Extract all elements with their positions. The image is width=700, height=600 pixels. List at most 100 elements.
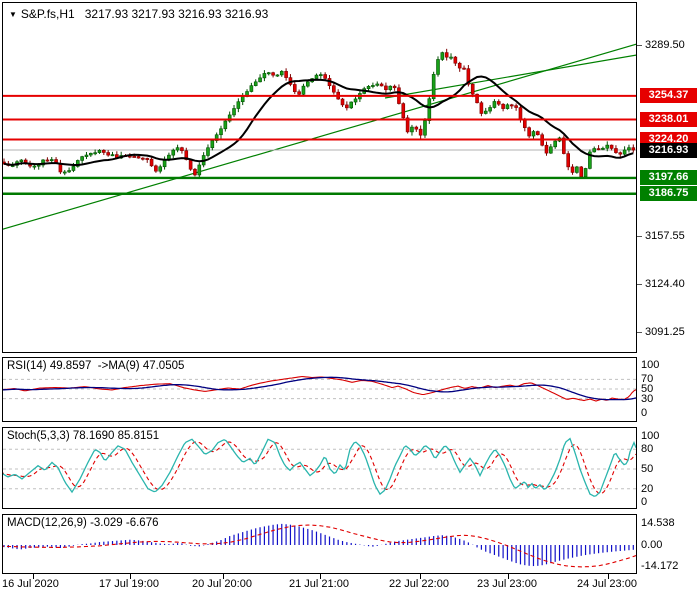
candle-body	[544, 144, 549, 154]
symbol-dropdown-icon[interactable]: ▼	[9, 10, 17, 19]
candle-body	[154, 165, 158, 172]
candle-body	[444, 52, 449, 58]
candle-body	[549, 146, 553, 154]
candle-body	[418, 128, 423, 136]
time-axis-tickmark	[33, 574, 34, 579]
rsi-panel[interactable]: RSI(14) 49.8597 ->MA(9) 47.0505	[2, 357, 637, 422]
candle-body	[527, 127, 531, 137]
price-level-badge-support: 3186.75	[640, 186, 697, 201]
candlestick-chart[interactable]	[3, 3, 636, 352]
candle-body	[483, 110, 488, 114]
candle-body	[158, 166, 163, 172]
candle-body	[262, 73, 267, 79]
candle-body	[536, 131, 540, 136]
candle-body	[371, 85, 375, 87]
stochastic-chart[interactable]	[3, 428, 636, 508]
candle-body	[275, 74, 280, 77]
ohlc-readout: 3217.93 3217.93 3216.93 3216.93	[84, 7, 269, 21]
candle-body	[41, 159, 45, 166]
candle-body	[609, 144, 614, 149]
time-axis-tickmark	[608, 574, 609, 579]
price-tick-label: 3091.25	[645, 326, 685, 338]
rsi-ma-line	[3, 376, 636, 401]
candle-body	[605, 144, 610, 149]
macd-chart[interactable]	[3, 515, 636, 573]
candle-body	[253, 81, 258, 86]
candle-body	[436, 59, 440, 75]
price-axis-tickmark	[637, 236, 642, 237]
candle-body	[102, 149, 106, 153]
indicator-tick-label: 100	[641, 430, 660, 442]
candle-body	[375, 83, 380, 86]
candle-body	[592, 148, 597, 153]
macd-panel[interactable]: MACD(12,26,9) -3.029 -6.676	[2, 514, 637, 574]
rsi-chart[interactable]	[3, 358, 636, 421]
candle-body	[210, 140, 215, 149]
candle-body	[553, 140, 557, 148]
candle-body	[627, 147, 631, 151]
candle-body	[258, 77, 262, 83]
candle-body	[249, 85, 254, 92]
price-ma-line[interactable]	[3, 75, 634, 166]
candle-body	[32, 165, 37, 168]
candle-body	[193, 168, 197, 176]
indicator-tick-label: 80	[641, 443, 654, 455]
candle-body	[496, 101, 501, 105]
candle-body	[232, 108, 236, 116]
candle-body	[141, 157, 145, 160]
candle-body	[162, 159, 167, 168]
candle-body	[271, 72, 275, 76]
candle-body	[388, 85, 393, 91]
candle-body	[575, 166, 579, 173]
trendline[interactable]	[3, 43, 636, 230]
candle-body	[340, 98, 345, 106]
candle-body	[349, 101, 354, 109]
stochastic-panel[interactable]: Stoch(5,3,3) 78.1690 85.8151	[2, 427, 637, 509]
candle-body	[89, 152, 93, 156]
candle-body	[583, 168, 588, 178]
candle-body	[514, 105, 518, 108]
macd-signal-line	[3, 524, 636, 568]
candle-body	[297, 91, 301, 95]
candle-body	[284, 71, 288, 78]
candle-body	[488, 107, 492, 112]
candle-body	[414, 126, 419, 130]
candle-body	[171, 149, 176, 156]
candle-body	[197, 164, 202, 176]
macd-label: MACD(12,26,9) -3.029 -6.676	[7, 517, 159, 529]
time-label: 21 Jul 21:00	[289, 578, 349, 590]
candle-body	[401, 103, 406, 119]
main-chart-panel[interactable]: ▼ S&P.fs,H1 3217.93 3217.93 3216.93 3216.9…	[2, 2, 637, 353]
candle-body	[19, 159, 24, 163]
trendline[interactable]	[384, 54, 636, 99]
candle-body	[423, 120, 427, 136]
candle-body	[266, 72, 271, 75]
time-label: 17 Jul 19:00	[99, 578, 159, 590]
candle-body	[614, 148, 618, 153]
time-axis-tickmark	[508, 574, 509, 579]
candle-body	[596, 148, 601, 151]
candle-body	[214, 134, 219, 141]
candle-body	[80, 156, 84, 161]
symbol-timeframe: S&P.fs,H1	[20, 7, 75, 21]
candle-body	[49, 159, 54, 162]
candle-body	[223, 120, 228, 130]
candle-body	[188, 159, 193, 170]
candle-body	[566, 153, 571, 168]
time-axis-tickmark	[130, 574, 131, 579]
candle-body	[562, 137, 566, 154]
candle-body	[236, 101, 241, 109]
candle-body	[279, 71, 284, 76]
indicator-tick-label: 50	[641, 463, 654, 475]
candle-body	[305, 81, 310, 87]
price-tick-label: 3157.55	[645, 230, 685, 242]
price-axis-tickmark	[637, 45, 642, 46]
candle-body	[618, 152, 623, 155]
candle-body	[206, 147, 210, 156]
candle-body	[62, 171, 67, 174]
candle-body	[479, 102, 484, 114]
time-axis-tickmark	[420, 574, 421, 579]
candle-body	[631, 147, 636, 151]
candle-body	[531, 131, 536, 137]
candle-body	[132, 156, 136, 158]
